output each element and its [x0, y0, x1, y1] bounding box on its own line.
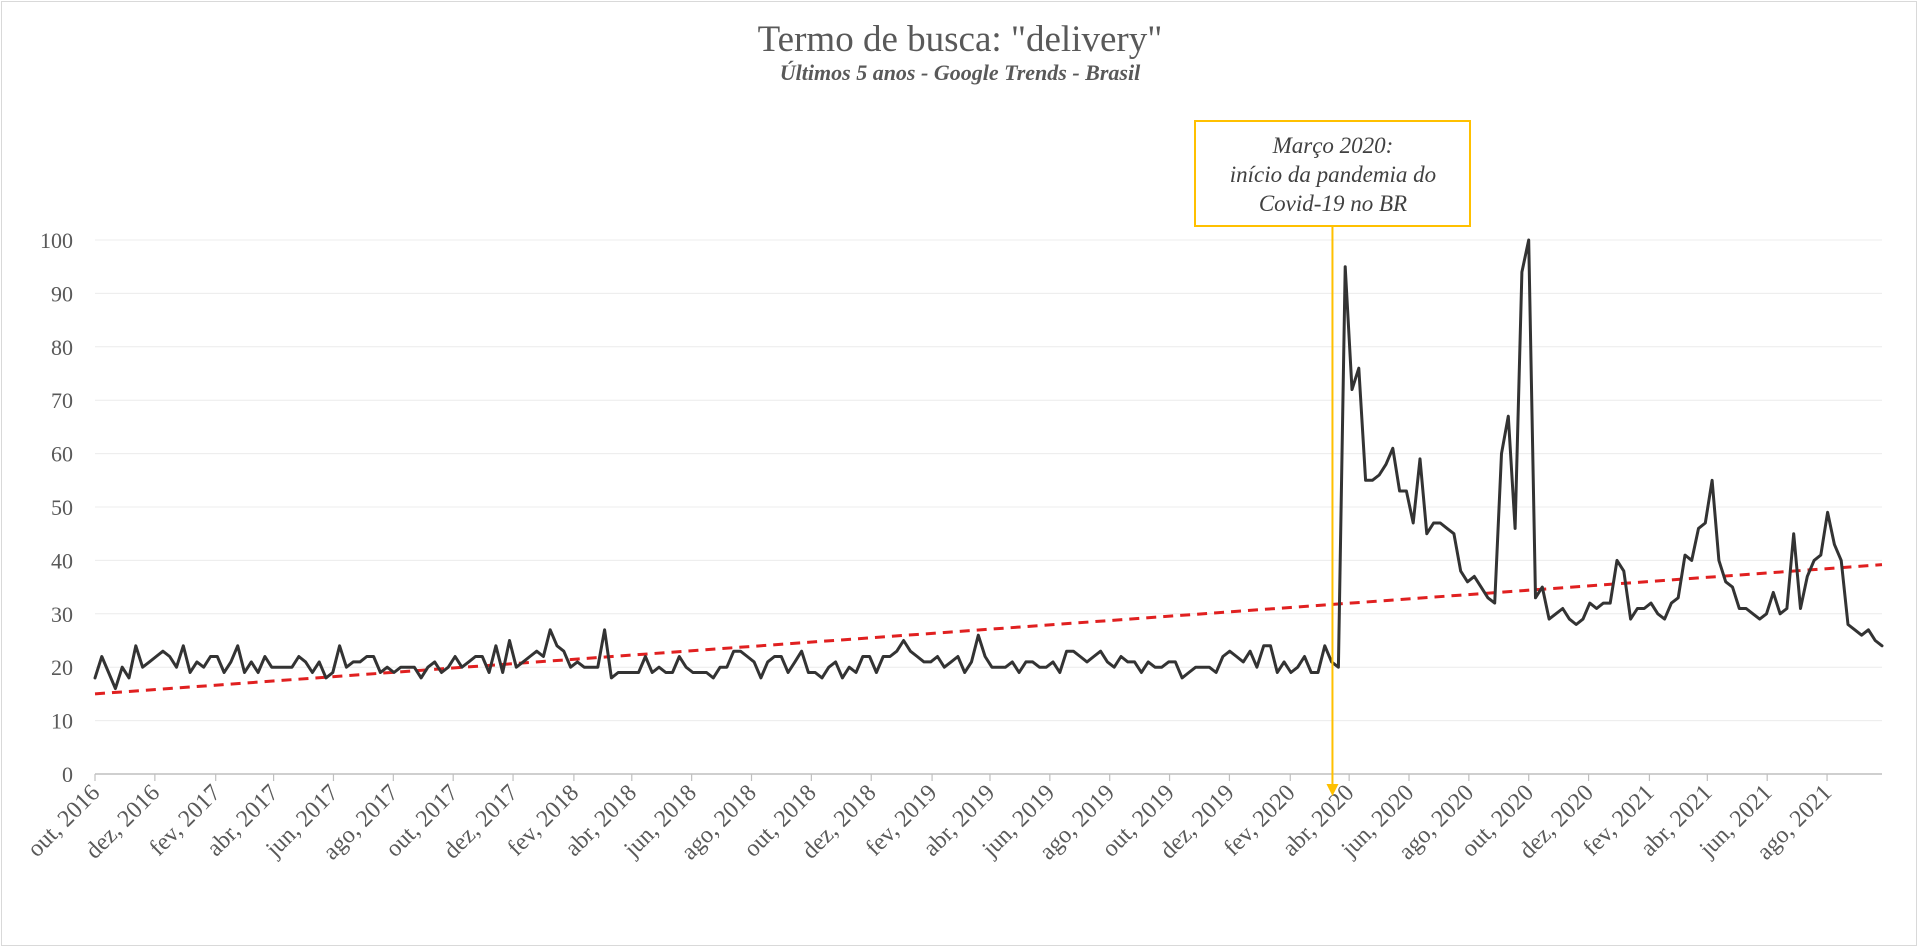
y-tick-label: 0 — [62, 762, 73, 787]
y-tick-label: 30 — [51, 602, 73, 627]
series-layer — [93, 238, 1884, 691]
annotation-box: Março 2020: início da pandemia do Covid-… — [1194, 120, 1472, 227]
annotation-line-1: Março 2020: — [1272, 133, 1394, 158]
y-tick-label: 40 — [51, 548, 73, 573]
series-line — [93, 238, 1884, 691]
y-axis-ticks: 0 10 20 30 40 50 60 70 80 90 100 — [40, 228, 73, 787]
y-tick-label: 10 — [51, 709, 73, 734]
y-tick-label: 70 — [51, 388, 73, 413]
annotation-line-3: Covid-19 no BR — [1258, 191, 1408, 216]
y-tick-label: 60 — [51, 442, 73, 467]
y-tick-label: 90 — [51, 281, 73, 306]
gridlines — [95, 239, 1882, 722]
y-tick-label: 80 — [51, 335, 73, 360]
chart-subtitle: Últimos 5 anos - Google Trends - Brasil — [779, 60, 1141, 85]
annotation-line-2: início da pandemia do — [1229, 162, 1437, 187]
annotation-arrow-layer — [1326, 226, 1339, 796]
y-tick-label: 100 — [40, 228, 73, 253]
y-tick-label: 50 — [51, 495, 73, 520]
chart-title: Termo de busca: "delivery" — [757, 19, 1163, 60]
annotation-arrow-head — [1326, 784, 1339, 796]
y-tick-label: 20 — [51, 655, 73, 680]
